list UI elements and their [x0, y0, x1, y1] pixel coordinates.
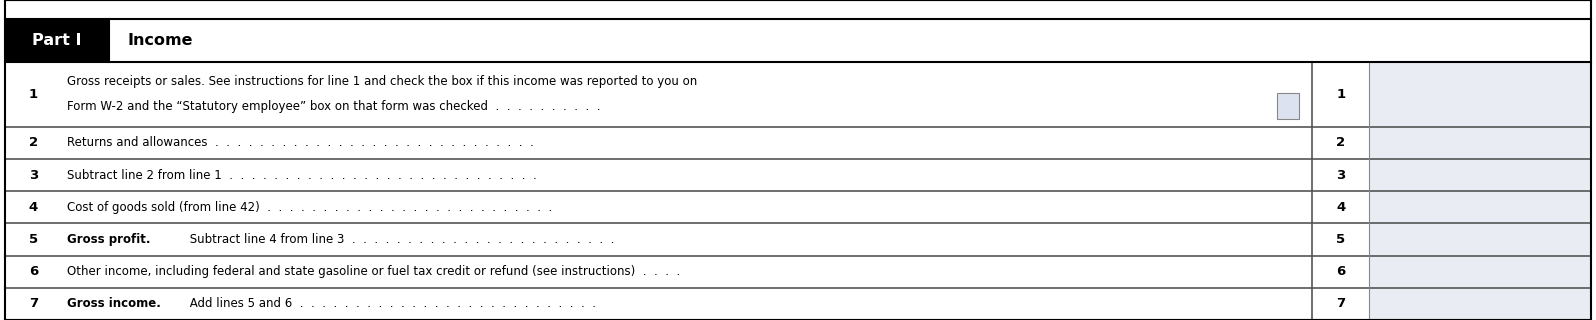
Bar — [1369, 288, 1591, 320]
Bar — [1312, 159, 1369, 191]
Text: Subtract line 4 from line 3  .  .  .  .  .  .  .  .  .  .  .  .  .  .  .  .  .  : Subtract line 4 from line 3 . . . . . . … — [187, 233, 614, 246]
Bar — [1369, 62, 1591, 127]
Bar — [5, 288, 1312, 320]
Bar — [1312, 191, 1369, 223]
Text: Gross receipts or sales. See instructions for line 1 and check the box if this i: Gross receipts or sales. See instruction… — [67, 75, 697, 88]
Text: 1: 1 — [1336, 88, 1345, 101]
Text: Other income, including federal and state gasoline or fuel tax credit or refund : Other income, including federal and stat… — [67, 265, 680, 278]
Bar — [1369, 127, 1591, 159]
Text: 7: 7 — [1336, 297, 1345, 310]
Bar — [5, 223, 1312, 256]
Bar — [5, 256, 1312, 288]
Text: 7: 7 — [29, 297, 38, 310]
Text: Income: Income — [128, 33, 193, 48]
Bar — [109, 19, 1591, 62]
Text: Gross profit.: Gross profit. — [67, 233, 150, 246]
Text: Cost of goods sold (from line 42)  .  .  .  .  .  .  .  .  .  .  .  .  .  .  .  : Cost of goods sold (from line 42) . . . … — [67, 201, 552, 214]
Text: Add lines 5 and 6  .  .  .  .  .  .  .  .  .  .  .  .  .  .  .  .  .  .  .  .  .: Add lines 5 and 6 . . . . . . . . . . . … — [187, 297, 597, 310]
Text: 5: 5 — [29, 233, 38, 246]
Text: Form W-2 and the “Statutory employee” box on that form was checked  .  .  .  .  : Form W-2 and the “Statutory employee” bo… — [67, 100, 600, 113]
Bar — [1312, 223, 1369, 256]
Text: Subtract line 2 from line 1  .  .  .  .  .  .  .  .  .  .  .  .  .  .  .  .  .  : Subtract line 2 from line 1 . . . . . . … — [67, 169, 536, 181]
Bar — [1312, 256, 1369, 288]
Text: 2: 2 — [1336, 136, 1345, 149]
Bar — [1369, 159, 1591, 191]
Text: 3: 3 — [29, 169, 38, 181]
Bar — [5, 127, 1312, 159]
Bar — [1312, 62, 1369, 127]
Bar — [1312, 127, 1369, 159]
Text: Returns and allowances  .  .  .  .  .  .  .  .  .  .  .  .  .  .  .  .  .  .  . : Returns and allowances . . . . . . . . .… — [67, 136, 533, 149]
Bar — [5, 159, 1312, 191]
Text: Gross income.: Gross income. — [67, 297, 161, 310]
Bar — [1312, 288, 1369, 320]
Text: 3: 3 — [1336, 169, 1345, 181]
Text: 4: 4 — [29, 201, 38, 214]
Bar — [1277, 93, 1299, 119]
Bar — [1369, 223, 1591, 256]
Bar — [5, 62, 1312, 127]
Text: Part I: Part I — [32, 33, 81, 48]
Text: 1: 1 — [29, 88, 38, 101]
Text: 6: 6 — [29, 265, 38, 278]
Bar — [5, 0, 1591, 19]
Text: 6: 6 — [1336, 265, 1345, 278]
Bar — [1369, 191, 1591, 223]
Text: 5: 5 — [1336, 233, 1345, 246]
Bar — [5, 191, 1312, 223]
Bar — [5, 19, 109, 62]
Text: 4: 4 — [1336, 201, 1345, 214]
Bar — [1369, 256, 1591, 288]
Text: 2: 2 — [29, 136, 38, 149]
